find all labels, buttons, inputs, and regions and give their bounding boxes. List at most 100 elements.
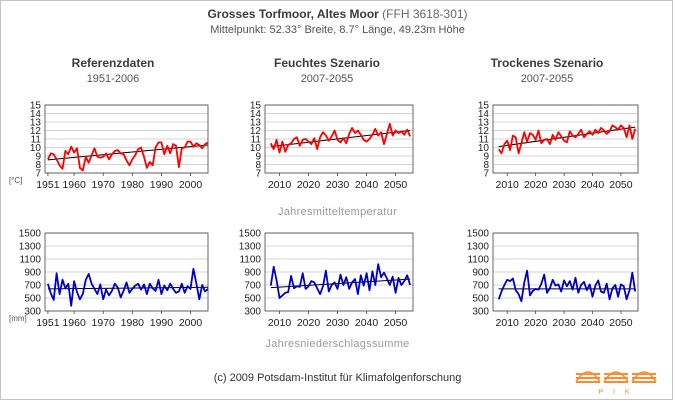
x-tick-label: 1960 — [62, 179, 86, 191]
column-title-reference: Referenzdaten — [71, 56, 155, 70]
x-tick-label: 2020 — [297, 317, 321, 329]
row-label-temperature: Jahresmitteltemperatur — [277, 206, 398, 218]
y-tick-label: 8 — [483, 160, 489, 171]
y-unit-label: [mm] — [9, 314, 27, 323]
row-label-precipitation: Jahresniederschlagssumme — [265, 338, 410, 350]
column-title-dry: Trockenes Szenario — [490, 56, 604, 70]
y-tick-label: 14 — [250, 109, 262, 120]
x-tick-label: 1960 — [62, 317, 86, 329]
x-tick-label: 1970 — [92, 317, 116, 329]
page-title: Grosses Torfmoor, Altes Moor (FFH 3618-3… — [1, 7, 673, 21]
y-tick-label: 300 — [244, 307, 261, 318]
column-period-reference: 1951-2006 — [86, 73, 140, 85]
y-tick-label: 1500 — [467, 229, 490, 240]
series-line — [497, 269, 637, 303]
y-tick-label: 11 — [251, 135, 262, 146]
y-tick-label: 14 — [30, 109, 42, 120]
y-tick-label: 10 — [250, 143, 262, 154]
y-tick-label: 15 — [478, 101, 490, 112]
y-tick-label: 700 — [472, 281, 489, 292]
x-tick-label: 2010 — [496, 179, 520, 191]
x-tick-label: 2050 — [384, 317, 408, 329]
x-tick-label: 2030 — [552, 317, 576, 329]
y-tick-label: 13 — [478, 118, 490, 129]
y-tick-label: 12 — [478, 126, 490, 137]
series-line — [47, 140, 209, 172]
x-tick-label: 2040 — [581, 179, 605, 191]
x-tick-label: 2020 — [297, 179, 321, 191]
y-tick-label: 1100 — [239, 255, 261, 266]
plot-frame — [492, 104, 639, 174]
y-tick-label: 700 — [24, 281, 41, 292]
plot-frame — [264, 232, 414, 312]
x-tick-label: 1970 — [92, 179, 116, 191]
y-tick-label: 1100 — [19, 255, 41, 266]
y-tick-label: 7 — [35, 169, 41, 180]
site-code: (FFH 3618-301) — [382, 7, 468, 21]
y-tick-label: 1300 — [467, 242, 490, 253]
y-tick-label: 8 — [35, 160, 41, 171]
y-tick-label: 500 — [472, 294, 489, 305]
x-tick-label: 2020 — [524, 179, 548, 191]
trend-line — [270, 130, 411, 148]
y-tick-label: 8 — [255, 160, 261, 171]
x-tick-label: 1990 — [150, 317, 174, 329]
x-tick-label: 2040 — [581, 317, 605, 329]
x-tick-label: 2000 — [179, 317, 203, 329]
y-tick-label: 1100 — [467, 255, 489, 266]
x-tick-label: 1980 — [121, 317, 145, 329]
plot-frame — [264, 104, 414, 174]
x-tick-label: 2010 — [268, 317, 292, 329]
y-tick-label: 1300 — [239, 242, 262, 253]
y-tick-label: 12 — [30, 126, 42, 137]
series-line — [47, 267, 209, 307]
y-tick-label: 13 — [250, 118, 262, 129]
column-period-dry: 2007-2055 — [520, 73, 574, 85]
y-tick-label: 9 — [483, 152, 489, 163]
trend-line — [498, 126, 636, 148]
y-tick-label: 500 — [24, 294, 41, 305]
x-tick-label: 1951 — [36, 179, 60, 191]
x-tick-label: 2010 — [496, 317, 520, 329]
y-tick-label: 700 — [244, 281, 261, 292]
x-tick-label: 2050 — [609, 179, 633, 191]
y-tick-label: 9 — [35, 152, 41, 163]
y-tick-label: 900 — [24, 268, 41, 279]
series-line — [497, 124, 637, 155]
y-tick-label: 300 — [24, 307, 41, 318]
plot-frame — [44, 104, 209, 174]
plot-frame — [492, 232, 639, 312]
x-tick-label: 1990 — [150, 179, 174, 191]
y-tick-label: 1500 — [19, 229, 42, 240]
y-tick-label: 900 — [472, 268, 489, 279]
y-unit-label: [°C] — [9, 176, 22, 185]
y-tick-label: 7 — [255, 169, 261, 180]
site-name: Grosses Torfmoor, Altes Moor — [207, 7, 379, 21]
y-tick-label: 1500 — [239, 229, 262, 240]
x-tick-label: 2020 — [524, 317, 548, 329]
x-tick-label: 2050 — [609, 317, 633, 329]
y-tick-label: 15 — [250, 101, 262, 112]
footer-copyright: (c) 2009 Potsdam-Institut für Klimafolge… — [213, 372, 462, 384]
x-tick-label: 2040 — [355, 317, 379, 329]
y-tick-label: 11 — [479, 135, 490, 146]
y-tick-label: 13 — [30, 118, 42, 129]
y-tick-label: 300 — [472, 307, 489, 318]
x-tick-label: 1951 — [36, 317, 60, 329]
x-tick-label: 1980 — [121, 179, 145, 191]
y-tick-label: 1300 — [19, 242, 42, 253]
y-tick-label: 7 — [483, 169, 489, 180]
page-subtitle: Mittelpunkt: 52.33° Breite, 8.7° Länge, … — [210, 24, 465, 36]
series-line — [269, 122, 411, 154]
y-tick-label: 900 — [244, 268, 261, 279]
x-tick-label: 2000 — [179, 179, 203, 191]
y-tick-label: 12 — [250, 126, 262, 137]
x-tick-label: 2040 — [355, 179, 379, 191]
x-tick-label: 2010 — [268, 179, 292, 191]
plot-frame — [44, 232, 209, 312]
column-title-wet: Feuchtes Szenario — [273, 56, 381, 70]
series-line — [269, 263, 411, 299]
x-tick-label: 2030 — [326, 317, 350, 329]
